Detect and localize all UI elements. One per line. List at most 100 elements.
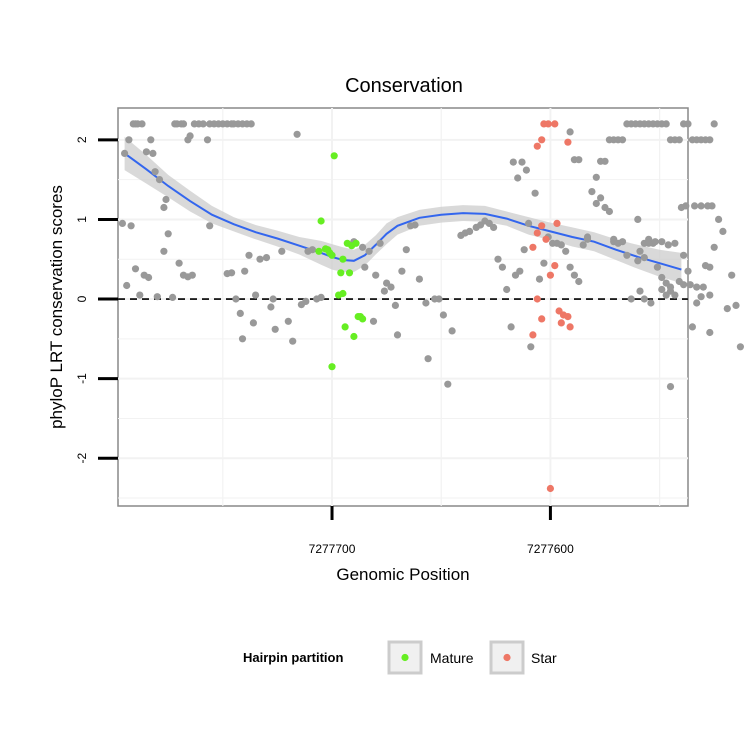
- point-other: [509, 158, 517, 166]
- point-other: [241, 267, 249, 275]
- point-other: [699, 283, 707, 291]
- point-other: [636, 247, 644, 255]
- point-other: [680, 281, 688, 289]
- point-other: [393, 331, 402, 339]
- y-tick-label: -2: [75, 453, 89, 464]
- point-other: [634, 215, 642, 223]
- point-other: [507, 323, 515, 331]
- point-other: [179, 120, 188, 128]
- point-other: [293, 130, 301, 138]
- point-other: [640, 254, 648, 262]
- point-other: [706, 263, 714, 271]
- point-other: [706, 291, 714, 299]
- point-other: [605, 207, 614, 216]
- point-other: [579, 241, 587, 249]
- point-other: [391, 301, 399, 309]
- point-other: [289, 337, 297, 345]
- point-other: [439, 311, 447, 319]
- point-other: [136, 291, 144, 299]
- point-star: [533, 295, 541, 303]
- point-other: [125, 136, 133, 144]
- point-mature: [350, 332, 358, 341]
- legend-dot-mature: [401, 653, 409, 662]
- point-other: [376, 239, 384, 247]
- point-other: [627, 295, 635, 303]
- legend-label-mature: Mature: [430, 650, 474, 666]
- point-other: [151, 168, 159, 176]
- point-other: [302, 297, 310, 305]
- point-other: [398, 267, 406, 275]
- point-mature: [317, 217, 325, 225]
- point-other: [411, 221, 419, 229]
- point-star: [538, 222, 546, 230]
- point-other: [671, 291, 679, 299]
- point-other: [653, 263, 662, 271]
- smooth-trend-line: [124, 152, 682, 271]
- point-other: [666, 383, 675, 391]
- y-axis-title: phyloP LRT conservation scores: [47, 185, 66, 429]
- y-axis: -2 -1 0 1 2: [75, 136, 118, 464]
- legend-key-mature: [387, 640, 423, 675]
- point-other: [592, 199, 600, 208]
- point-other: [365, 247, 373, 255]
- point-other: [206, 222, 214, 230]
- point-other: [466, 227, 474, 235]
- point-mature: [341, 323, 349, 331]
- point-other: [361, 263, 369, 271]
- point-other: [658, 273, 666, 282]
- point-other: [121, 149, 129, 157]
- point-other: [267, 303, 275, 311]
- point-other: [160, 203, 168, 212]
- point-other: [271, 325, 279, 333]
- point-other: [308, 246, 316, 254]
- point-other: [575, 277, 583, 286]
- point-other: [710, 243, 718, 251]
- point-other: [387, 283, 395, 291]
- point-other: [199, 120, 207, 128]
- point-other: [162, 195, 170, 204]
- point-other: [516, 267, 524, 275]
- legend-dot-star: [503, 653, 511, 662]
- point-other: [448, 327, 456, 335]
- point-other: [693, 299, 701, 307]
- legend-title: Hairpin partition: [243, 650, 343, 665]
- point-other: [710, 120, 718, 128]
- point-other: [186, 132, 194, 140]
- point-mature: [359, 315, 367, 323]
- point-mature: [330, 152, 338, 160]
- series-other: [118, 120, 745, 391]
- point-other: [127, 222, 135, 230]
- plot-panel: [117, 107, 689, 507]
- point-other: [498, 263, 506, 271]
- y-tick-label: -1: [75, 373, 89, 384]
- point-other: [728, 271, 736, 279]
- point-star: [542, 235, 550, 243]
- point-other: [278, 247, 286, 255]
- point-other: [664, 241, 672, 249]
- x-axis-title: Genomic Position: [336, 565, 469, 584]
- smooth-line: [124, 152, 682, 271]
- point-other: [697, 202, 705, 210]
- point-other: [164, 230, 172, 238]
- point-other: [658, 285, 666, 294]
- point-other: [444, 380, 452, 388]
- point-star: [551, 262, 559, 270]
- point-star: [564, 138, 572, 146]
- point-star: [529, 331, 537, 339]
- point-star: [546, 484, 555, 493]
- point-other: [514, 174, 522, 182]
- x-tick-label: 7277600: [527, 542, 574, 556]
- point-other: [522, 166, 531, 174]
- point-other: [723, 305, 731, 313]
- point-other: [640, 295, 648, 303]
- point-other: [566, 263, 574, 271]
- point-other: [422, 299, 430, 307]
- point-mature: [352, 239, 360, 247]
- point-other: [131, 265, 140, 273]
- point-other: [583, 233, 592, 241]
- point-mature: [315, 247, 323, 255]
- point-other: [147, 136, 155, 144]
- point-other: [138, 120, 146, 128]
- chart-title: Conservation: [345, 75, 463, 97]
